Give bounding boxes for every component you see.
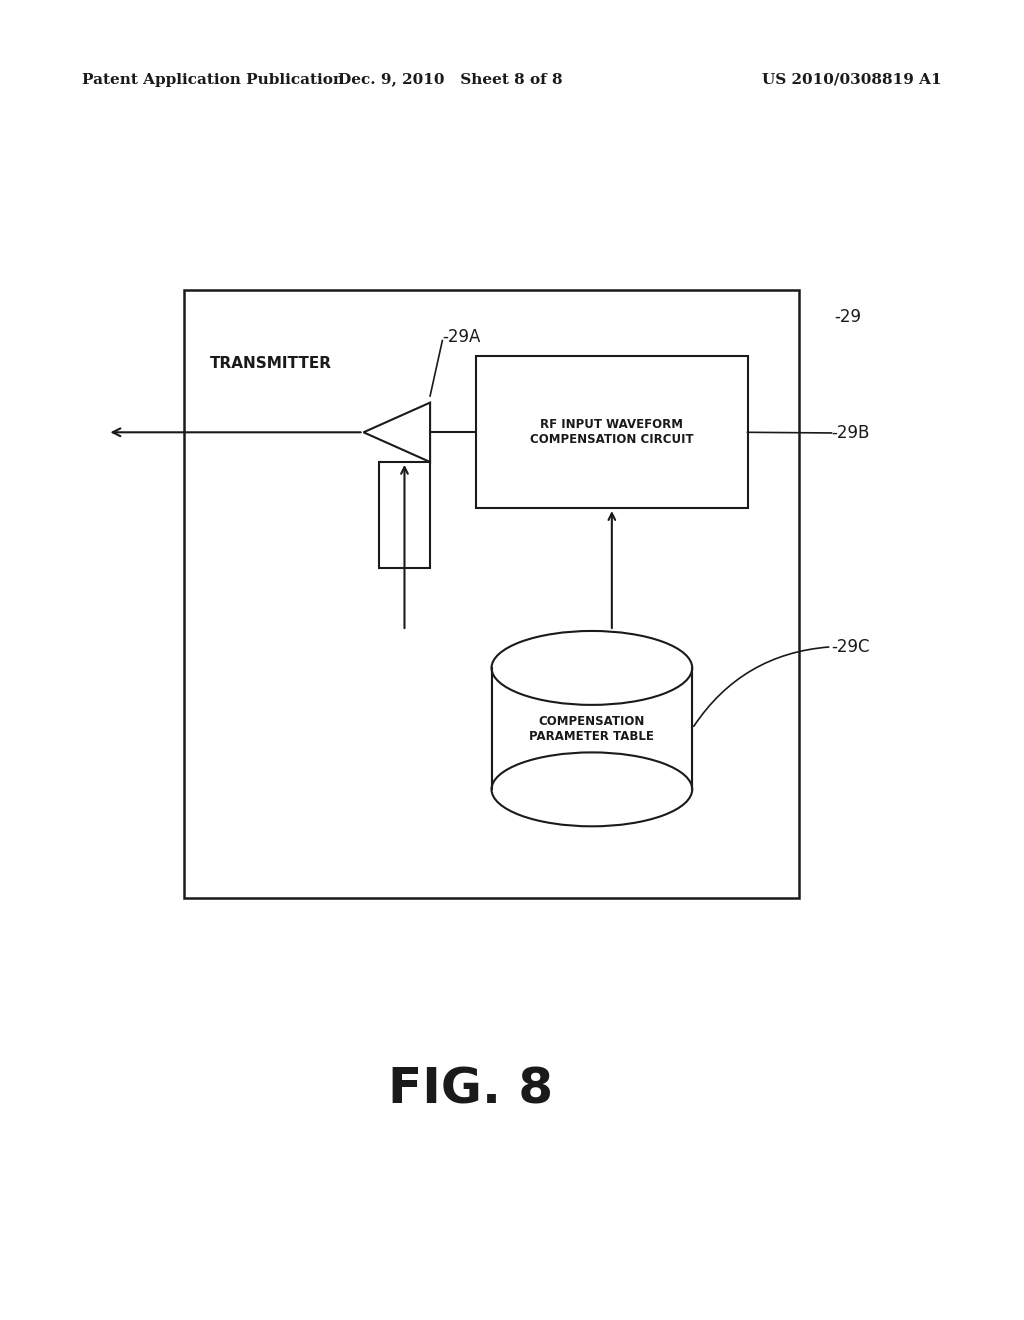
Polygon shape (492, 668, 692, 789)
Bar (476, 356, 748, 508)
Text: -29A: -29A (442, 327, 480, 346)
Bar (184, 290, 799, 898)
Text: COMPENSATION
PARAMETER TABLE: COMPENSATION PARAMETER TABLE (529, 714, 654, 743)
Text: -29C: -29C (831, 638, 870, 656)
Text: FIG. 8: FIG. 8 (388, 1065, 554, 1113)
Bar (379, 462, 430, 568)
Text: US 2010/0308819 A1: US 2010/0308819 A1 (763, 73, 942, 87)
Text: Patent Application Publication: Patent Application Publication (82, 73, 344, 87)
Text: TRANSMITTER: TRANSMITTER (210, 355, 332, 371)
Ellipse shape (492, 631, 692, 705)
Ellipse shape (492, 752, 692, 826)
Text: RF INPUT WAVEFORM
COMPENSATION CIRCUIT: RF INPUT WAVEFORM COMPENSATION CIRCUIT (530, 418, 693, 446)
Text: -29B: -29B (831, 424, 869, 442)
Text: -29: -29 (835, 308, 861, 326)
Text: Dec. 9, 2010   Sheet 8 of 8: Dec. 9, 2010 Sheet 8 of 8 (338, 73, 563, 87)
